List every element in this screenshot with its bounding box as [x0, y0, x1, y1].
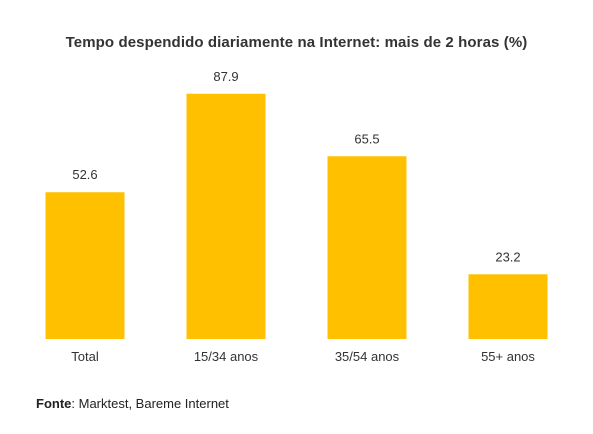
source-note: Fonte: Marktest, Bareme Internet — [36, 396, 229, 411]
x-tick-label: 55+ anos — [481, 349, 535, 364]
bar-35-54-anos — [327, 156, 407, 339]
x-tick-label: Total — [71, 349, 99, 364]
bar-15-34-anos — [186, 93, 266, 339]
x-tick-label: 15/34 anos — [194, 349, 259, 364]
source-text: : Marktest, Bareme Internet — [71, 396, 229, 411]
bars-layer — [45, 93, 548, 339]
value-labels-layer: 52.6 87.9 65.5 23.2 — [72, 69, 520, 265]
source-label: Fonte — [36, 396, 72, 411]
data-label: 52.6 — [72, 167, 97, 182]
chart-title: Tempo despendido diariamente na Internet… — [65, 34, 528, 51]
bar-total — [45, 192, 125, 339]
data-label: 87.9 — [213, 69, 238, 84]
x-tick-label: 35/54 anos — [335, 349, 400, 364]
category-axis: Total 15/34 anos 35/54 anos 55+ anos — [71, 349, 535, 364]
bar-55-anos — [468, 274, 548, 339]
data-label: 65.5 — [354, 131, 379, 146]
data-label: 23.2 — [495, 249, 520, 264]
